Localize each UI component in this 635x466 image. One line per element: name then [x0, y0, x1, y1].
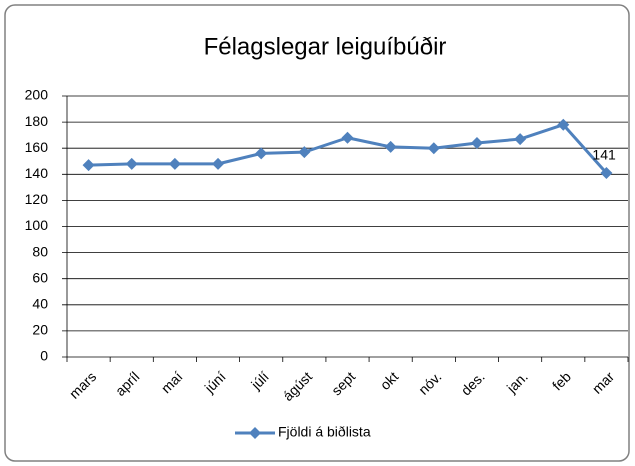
- y-tick-label: 20: [32, 322, 48, 338]
- point-marker: [470, 136, 483, 149]
- y-tick-label: 100: [25, 217, 49, 233]
- point-marker: [514, 133, 527, 146]
- legend-label: Fjöldi á biðlista: [278, 424, 371, 440]
- point-marker: [600, 166, 613, 179]
- y-tick-label: 60: [32, 269, 48, 285]
- point-marker: [427, 142, 440, 155]
- y-tick-label: 80: [32, 243, 48, 259]
- y-tick-label: 120: [25, 191, 49, 207]
- chart-border: [4, 4, 630, 462]
- y-tick-label: 140: [25, 165, 49, 181]
- point-marker: [212, 157, 225, 170]
- y-tick-label: 0: [40, 348, 48, 364]
- chart-title: Félagslegar leiguíbúðir: [204, 33, 447, 60]
- point-marker: [82, 159, 95, 172]
- point-marker: [298, 146, 311, 159]
- point-marker: [255, 147, 268, 160]
- point-marker: [557, 118, 570, 131]
- y-tick-label: 40: [32, 296, 48, 312]
- point-marker: [384, 140, 397, 153]
- point-marker: [125, 157, 138, 170]
- legend-marker: [249, 427, 261, 439]
- y-tick-label: 180: [25, 113, 49, 129]
- y-tick-label: 160: [25, 139, 49, 155]
- point-marker: [341, 131, 354, 144]
- data-label: 141: [592, 147, 616, 163]
- point-marker: [168, 157, 181, 170]
- y-tick-label: 200: [25, 87, 49, 103]
